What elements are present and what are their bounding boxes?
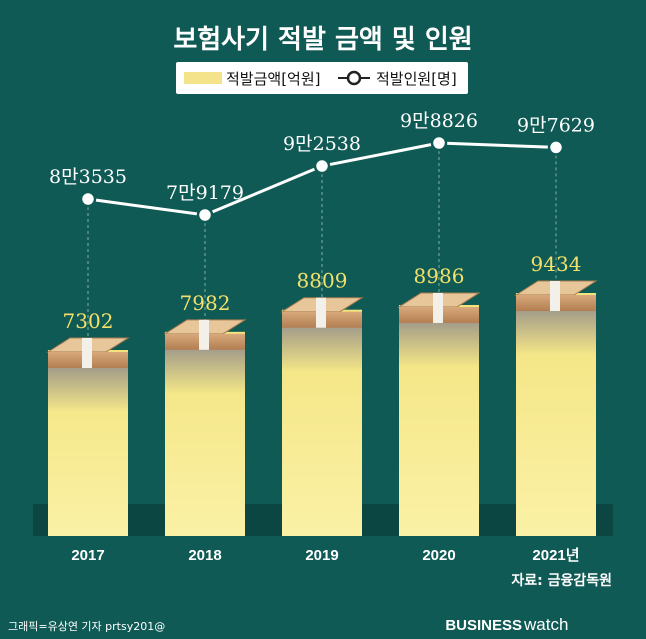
brand-part2: watch bbox=[523, 615, 568, 634]
x-tick-label: 2019 bbox=[305, 547, 338, 564]
x-axis: 2017 2018 2019 2020 2021년 bbox=[71, 547, 579, 564]
x-tick-label: 2018 bbox=[188, 547, 221, 564]
bar-shadow bbox=[48, 362, 128, 412]
line-value-label: 9만2538 bbox=[283, 133, 361, 155]
line-series: 8만3535 7만9179 9만2538 9만8826 9만7629 bbox=[49, 110, 595, 224]
line-value-label: 8만3535 bbox=[49, 166, 127, 188]
bar-shadow bbox=[282, 321, 362, 372]
bar-2: 8809 bbox=[280, 269, 364, 536]
credit-note: 그래픽=유상연 기자 prtsy201@ bbox=[8, 620, 165, 633]
bar-value-label: 8986 bbox=[414, 264, 465, 288]
bar-shadow bbox=[165, 343, 245, 394]
legend-line-marker bbox=[346, 70, 362, 86]
bar-shadow bbox=[516, 305, 596, 355]
bar-1: 7982 bbox=[163, 291, 247, 536]
money-band bbox=[199, 319, 209, 350]
legend-bar-swatch bbox=[184, 72, 222, 84]
line-point bbox=[313, 157, 331, 175]
legend-bar-label: 적발금액[억원] bbox=[226, 70, 321, 88]
chart-title: 보험사기 적발 금액 및 인원 bbox=[173, 25, 472, 55]
x-tick-label: 2021년 bbox=[532, 547, 579, 564]
line-value-label: 9만7629 bbox=[517, 114, 595, 136]
bar-0: 7302 bbox=[46, 309, 130, 536]
x-tick-label: 2020 bbox=[422, 547, 455, 564]
line-point bbox=[79, 190, 97, 208]
guide-lines bbox=[87, 151, 557, 342]
line-point bbox=[196, 206, 214, 224]
line-value-label: 7만9179 bbox=[166, 182, 244, 204]
bar-3: 8986 bbox=[397, 264, 481, 536]
legend-line-label: 적발인원[명] bbox=[376, 70, 457, 88]
bar-value-label: 7982 bbox=[180, 291, 231, 315]
bar-shadow bbox=[399, 316, 479, 367]
money-band bbox=[550, 281, 560, 311]
bars: 7302 7982 8809 8986 9434 bbox=[46, 252, 598, 536]
line-point bbox=[430, 134, 448, 152]
legend: 적발금액[억원] 적발인원[명] bbox=[176, 62, 468, 94]
money-band bbox=[82, 338, 92, 368]
line-point bbox=[547, 139, 565, 156]
source-note: 자료: 금융감독원 bbox=[511, 572, 612, 589]
bar-value-label: 7302 bbox=[63, 309, 114, 333]
money-band bbox=[316, 297, 326, 328]
brand-logo: BUSINESS watch bbox=[445, 615, 568, 634]
x-tick-label: 2017 bbox=[71, 547, 104, 564]
brand-part1: BUSINESS bbox=[445, 617, 522, 634]
bar-value-label: 8809 bbox=[297, 269, 348, 293]
bar-4: 9434 bbox=[514, 252, 598, 536]
line-value-label: 9만8826 bbox=[400, 110, 478, 132]
legend-box bbox=[176, 62, 468, 94]
bar-value-label: 9434 bbox=[531, 252, 582, 276]
money-band bbox=[433, 292, 443, 323]
